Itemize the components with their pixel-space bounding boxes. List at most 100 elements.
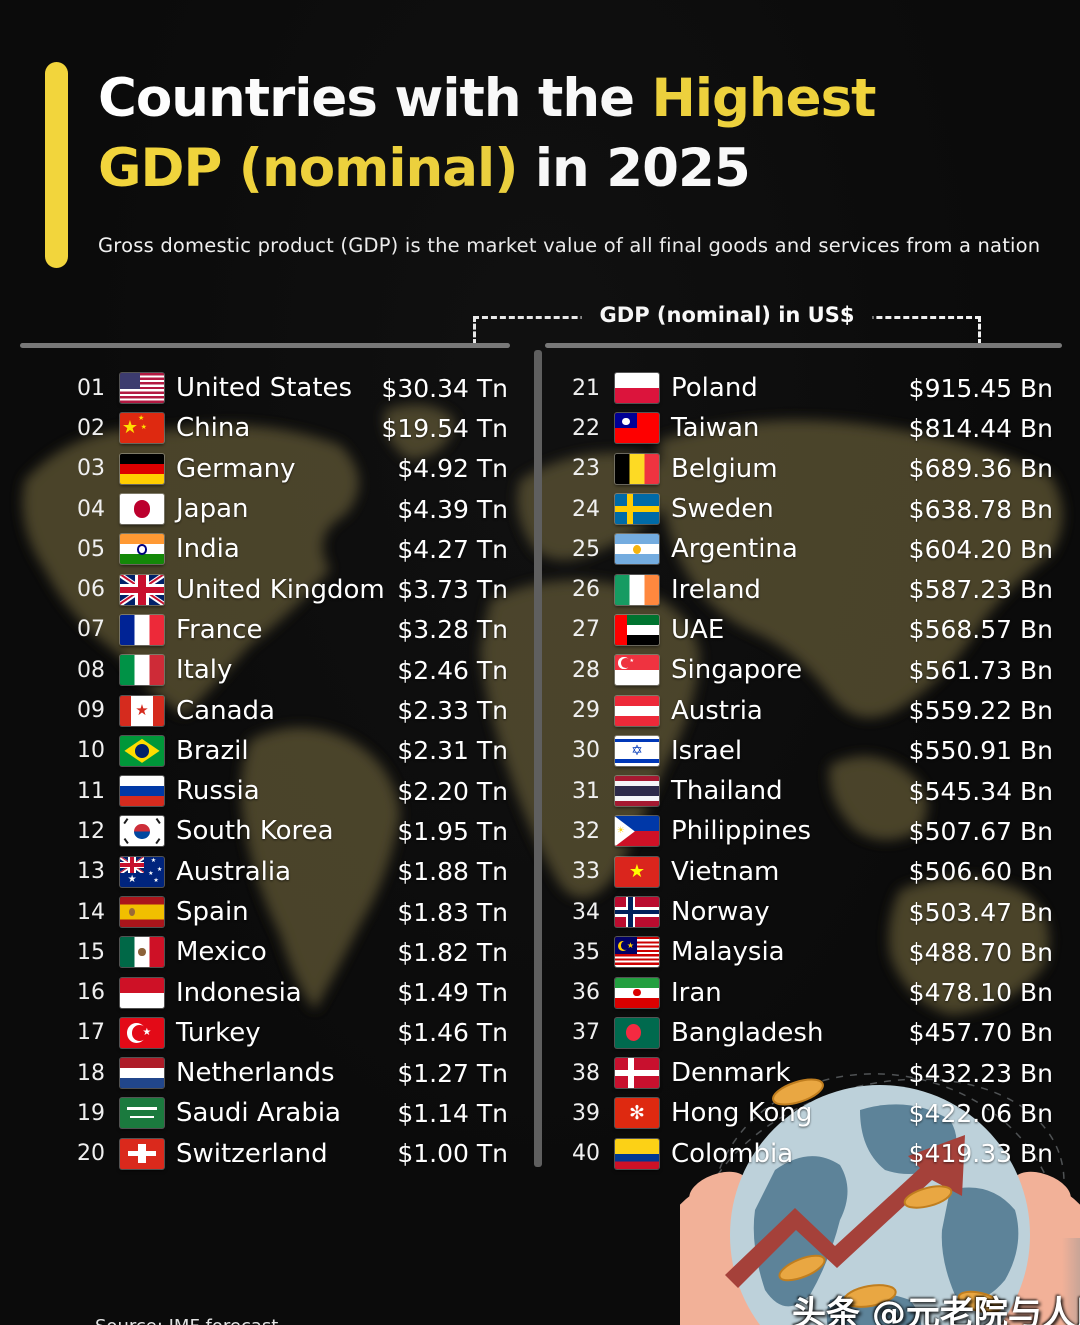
table-row: 13 ★ ★ ★ ★ ★ Australia $1.88 Tn bbox=[20, 852, 508, 892]
country-name: Poland bbox=[671, 373, 758, 404]
rank-label: 32 bbox=[572, 818, 600, 844]
gdp-value: $604.20 Bn bbox=[908, 534, 1053, 564]
gdp-value: $506.60 Bn bbox=[908, 857, 1053, 887]
rank-label: 03 bbox=[77, 456, 105, 482]
gdp-value: $2.31 Tn bbox=[397, 736, 508, 766]
gdp-value: $1.14 Tn bbox=[397, 1098, 508, 1128]
country-name: Belgium bbox=[671, 453, 778, 484]
gdp-value: $915.45 Bn bbox=[908, 373, 1053, 403]
flag-malaysia-icon: ★ bbox=[615, 937, 659, 968]
gdp-value: $1.82 Tn bbox=[397, 937, 508, 967]
column-divider bbox=[534, 350, 542, 1167]
table-row: 30 ✡ Israel $550.91 Bn bbox=[545, 731, 1053, 771]
gdp-value: $4.39 Tn bbox=[397, 494, 508, 524]
country-name: South Korea bbox=[176, 816, 334, 847]
gdp-value: $1.95 Tn bbox=[397, 816, 508, 846]
flag-colombia-icon bbox=[615, 1138, 659, 1169]
accent-bar bbox=[45, 62, 68, 268]
flag-israel-icon: ✡ bbox=[615, 735, 659, 766]
rank-label: 01 bbox=[77, 375, 105, 401]
gdp-value: $1.83 Tn bbox=[397, 897, 508, 927]
globe-illustration bbox=[680, 1073, 1080, 1325]
gdp-value: $419.33 Bn bbox=[908, 1139, 1053, 1169]
country-name: Australia bbox=[176, 856, 292, 887]
flag-ireland-icon bbox=[615, 574, 659, 605]
table-row: 40 Colombia $419.33 Bn bbox=[545, 1134, 1053, 1174]
country-name: Mexico bbox=[176, 937, 267, 968]
country-name: Hong Kong bbox=[671, 1098, 813, 1129]
gdp-value: $587.23 Bn bbox=[908, 575, 1053, 605]
rank-label: 31 bbox=[572, 778, 600, 804]
rank-label: 13 bbox=[77, 859, 105, 885]
table-row: 35 ★ Malaysia $488.70 Bn bbox=[545, 932, 1053, 972]
table-row: 05 India $4.27 Tn bbox=[20, 529, 508, 569]
rank-label: 08 bbox=[77, 657, 105, 683]
rank-label: 36 bbox=[572, 980, 600, 1006]
country-name: Argentina bbox=[671, 534, 798, 565]
rank-label: 06 bbox=[77, 577, 105, 603]
rank-label: 22 bbox=[572, 415, 600, 441]
gdp-value: $1.49 Tn bbox=[397, 978, 508, 1008]
rank-label: 15 bbox=[77, 939, 105, 965]
gdp-value: $1.46 Tn bbox=[397, 1018, 508, 1048]
country-name: United States bbox=[176, 373, 353, 404]
flag-turkey-icon: ★ bbox=[120, 1017, 164, 1048]
gdp-value: $561.73 Bn bbox=[908, 655, 1053, 685]
country-name: Sweden bbox=[671, 494, 774, 525]
flag-austria-icon bbox=[615, 695, 659, 726]
gdp-value: $550.91 Bn bbox=[908, 736, 1053, 766]
rank-label: 05 bbox=[77, 536, 105, 562]
rank-label: 37 bbox=[572, 1020, 600, 1046]
flag-thailand-icon bbox=[615, 776, 659, 807]
country-name: Spain bbox=[176, 897, 249, 927]
gdp-value: $432.23 Bn bbox=[908, 1058, 1053, 1088]
gdp-value: $3.73 Tn bbox=[397, 575, 508, 605]
flag-taiwan-icon bbox=[615, 413, 659, 444]
gdp-value: $638.78 Bn bbox=[908, 494, 1053, 524]
coins bbox=[772, 1078, 1003, 1314]
gdp-value: $4.27 Tn bbox=[397, 534, 508, 564]
table-row: 31 Thailand $545.34 Bn bbox=[545, 771, 1053, 811]
country-name: Iran bbox=[671, 977, 722, 1008]
country-name: India bbox=[176, 534, 240, 565]
title-line-2: GDP (nominal) in 2025 bbox=[98, 138, 751, 200]
gdp-header-bracket: GDP (nominal) in US$ bbox=[473, 303, 981, 345]
flag-norway-icon bbox=[615, 897, 659, 927]
rank-label: 39 bbox=[572, 1100, 600, 1126]
table-row: 04 Japan $4.39 Tn bbox=[20, 489, 508, 529]
table-row: 20 Switzerland $1.00 Tn bbox=[20, 1134, 508, 1174]
gdp-value: $507.67 Bn bbox=[908, 816, 1053, 846]
table-topline-left bbox=[20, 343, 510, 348]
rank-label: 28 bbox=[572, 657, 600, 683]
country-name: Saudi Arabia bbox=[176, 1098, 341, 1129]
country-name: Vietnam bbox=[671, 856, 780, 887]
country-name: Denmark bbox=[671, 1058, 791, 1089]
gdp-value: $559.22 Bn bbox=[908, 696, 1053, 726]
table-row: 21 Poland $915.45 Bn bbox=[545, 368, 1053, 408]
table-row: 14 Spain $1.83 Tn bbox=[20, 892, 508, 932]
flag-uae-icon bbox=[615, 614, 659, 645]
flag-netherlands-icon bbox=[120, 1058, 164, 1089]
table-row: 33 ★ Vietnam $506.60 Bn bbox=[545, 852, 1053, 892]
flag-singapore-icon: ★ bbox=[615, 655, 659, 686]
flag-united-kingdom-icon bbox=[120, 574, 164, 605]
flag-canada-icon: ★ bbox=[120, 695, 164, 726]
country-name: Italy bbox=[176, 655, 233, 686]
table-row: 26 Ireland $587.23 Bn bbox=[545, 569, 1053, 609]
table-row: 24 Sweden $638.78 Bn bbox=[545, 489, 1053, 529]
table-row: 25 Argentina $604.20 Bn bbox=[545, 529, 1053, 569]
rank-label: 21 bbox=[572, 375, 600, 401]
gdp-value: $478.10 Bn bbox=[908, 978, 1053, 1008]
table-row: 34 Norway $503.47 Bn bbox=[545, 892, 1053, 932]
table-row: 10 Brazil $2.31 Tn bbox=[20, 731, 508, 771]
table-row: 29 Austria $559.22 Bn bbox=[545, 690, 1053, 730]
rank-label: 20 bbox=[77, 1141, 105, 1167]
flag-germany-icon bbox=[120, 453, 164, 484]
rank-label: 11 bbox=[77, 778, 105, 804]
country-name: Philippines bbox=[671, 816, 812, 847]
flag-italy-icon bbox=[120, 655, 164, 686]
country-name: Taiwan bbox=[671, 413, 760, 444]
watermark: 头条 @元老院与人民 bbox=[792, 1294, 1080, 1325]
growth-arrow bbox=[725, 1135, 965, 1288]
